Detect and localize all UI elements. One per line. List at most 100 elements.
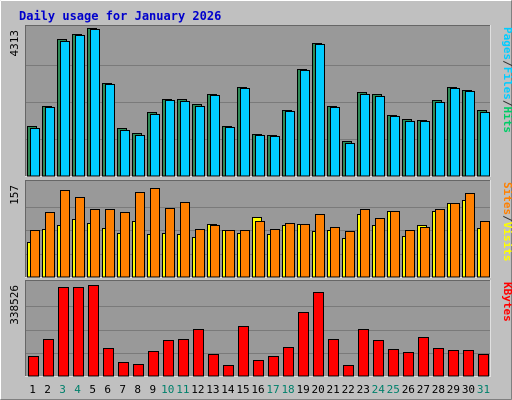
bar-kbytes-25 [388, 349, 399, 377]
x-tick-label-2: 2 [44, 383, 51, 396]
bar-files-8 [135, 135, 145, 177]
bar-sites-19 [300, 224, 310, 278]
bar-files-20 [315, 44, 325, 177]
bar-sites-14 [225, 230, 235, 278]
x-axis-labels: 1 2 3 4 5 6 7 8 9 10 11 12 13 14 15 16 17 18 19 20 21 22 23 24 2… [29, 383, 490, 396]
panel-visits-sites: 157 Sites/Visits [8, 180, 512, 278]
bar-files-4 [75, 35, 85, 177]
bar-sites-15 [240, 230, 250, 278]
x-tick-label-9: 9 [149, 383, 156, 396]
bar-files-25 [390, 116, 400, 177]
bar-kbytes-15 [238, 326, 249, 377]
bar-kbytes-2 [43, 339, 54, 377]
bar-files-12 [195, 106, 205, 177]
bar-kbytes-30 [463, 350, 474, 377]
x-tick-label-1: 1 [29, 383, 36, 396]
bar-kbytes-16 [253, 360, 264, 377]
bar-files-5 [90, 29, 100, 177]
bar-kbytes-14 [223, 365, 234, 377]
bar-sites-8 [135, 192, 145, 278]
bar-kbytes-4 [73, 287, 84, 377]
bar-sites-6 [105, 209, 115, 278]
x-tick-label-5: 5 [89, 383, 96, 396]
bar-files-26 [405, 121, 415, 177]
chart-title: Daily usage for January 2026 [19, 9, 221, 23]
bar-files-19 [300, 70, 310, 177]
x-tick-label-4: 4 [74, 383, 81, 396]
bar-kbytes-11 [178, 339, 189, 377]
bar-files-18 [285, 111, 295, 177]
bar-sites-2 [45, 212, 55, 278]
bar-kbytes-29 [448, 350, 459, 377]
legend-entry: / [501, 100, 512, 107]
legend-entry: / [501, 60, 512, 67]
bar-files-9 [150, 114, 160, 177]
bar-kbytes-9 [148, 351, 159, 377]
y-max-label: 157 [8, 185, 21, 205]
bar-kbytes-5 [88, 285, 99, 377]
x-tick-label-11: 11 [176, 383, 189, 396]
bar-sites-9 [150, 188, 160, 278]
x-tick-label-10: 10 [161, 383, 174, 396]
legend-entry: Files [501, 67, 512, 100]
bar-files-1 [30, 128, 40, 177]
bar-files-21 [330, 107, 340, 177]
y-max-label: 338526 [8, 285, 21, 325]
bar-files-2 [45, 107, 55, 177]
bar-sites-10 [165, 208, 175, 278]
bar-kbytes-13 [208, 354, 219, 377]
bar-sites-20 [315, 214, 325, 278]
x-tick-label-27: 27 [417, 383, 430, 396]
bar-kbytes-17 [268, 356, 279, 377]
bar-sites-25 [390, 211, 400, 278]
x-tick-label-13: 13 [206, 383, 219, 396]
x-tick-label-8: 8 [134, 383, 141, 396]
x-tick-label-22: 22 [342, 383, 355, 396]
x-tick-label-7: 7 [119, 383, 126, 396]
x-tick-label-21: 21 [327, 383, 340, 396]
legend-entry: / [501, 215, 512, 222]
bar-kbytes-26 [403, 352, 414, 377]
bar-sites-27 [420, 227, 430, 278]
x-tick-label-20: 20 [312, 383, 325, 396]
bar-kbytes-3 [58, 287, 69, 377]
bar-files-11 [180, 101, 190, 177]
legend-visits-sites: Sites/Visits [501, 182, 512, 262]
bar-sites-1 [30, 230, 40, 278]
x-tick-label-29: 29 [447, 383, 460, 396]
bar-files-31 [480, 112, 490, 177]
bar-files-7 [120, 130, 130, 177]
bar-files-28 [435, 102, 445, 177]
x-tick-label-3: 3 [59, 383, 66, 396]
bar-files-14 [225, 127, 235, 177]
bar-kbytes-10 [163, 340, 174, 377]
bar-kbytes-18 [283, 347, 294, 377]
bar-files-24 [375, 96, 385, 177]
bar-kbytes-28 [433, 348, 444, 377]
bar-kbytes-12 [193, 329, 204, 377]
x-tick-label-14: 14 [221, 383, 235, 396]
bar-files-13 [210, 95, 220, 177]
bar-files-3 [60, 41, 70, 177]
bar-sites-22 [345, 231, 355, 278]
bar-sites-11 [180, 202, 190, 278]
panel-kbytes: 338526 KBytes [8, 280, 512, 377]
x-tick-label-12: 12 [191, 383, 204, 396]
x-tick-label-23: 23 [357, 383, 370, 396]
x-tick-label-16: 16 [251, 383, 264, 396]
bar-files-29 [450, 88, 460, 177]
x-tick-label-18: 18 [281, 383, 294, 396]
bar-sites-21 [330, 227, 340, 278]
x-tick-label-6: 6 [104, 383, 111, 396]
bar-files-15 [240, 88, 250, 177]
bar-kbytes-7 [118, 362, 129, 377]
bar-sites-17 [270, 229, 280, 278]
legend-hits-files-pages: Pages/Files/Hits [501, 27, 512, 133]
bar-files-16 [255, 135, 265, 177]
bar-sites-5 [90, 209, 100, 278]
bar-files-6 [105, 84, 115, 177]
bar-sites-28 [435, 209, 445, 278]
